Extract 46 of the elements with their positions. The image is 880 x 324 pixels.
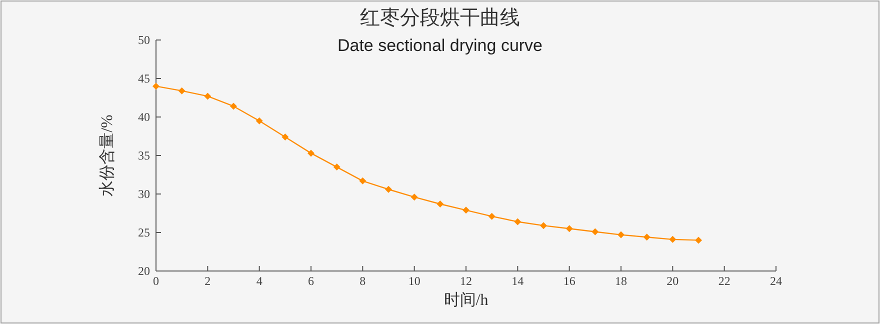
x-tick-label: 8 xyxy=(360,274,366,288)
point xyxy=(204,92,212,100)
point xyxy=(385,186,392,193)
point xyxy=(359,177,366,184)
point xyxy=(333,164,340,171)
x-tick-label: 24 xyxy=(770,274,782,288)
point xyxy=(152,82,160,90)
point xyxy=(540,222,547,230)
x-tick-label: 22 xyxy=(718,274,730,288)
x-tick-label: 12 xyxy=(460,274,472,288)
x-tick-label: 10 xyxy=(408,274,420,288)
x-tick-label: 18 xyxy=(615,274,627,288)
x-tick-label: 16 xyxy=(563,274,576,288)
y-tick-label: 50 xyxy=(138,33,150,47)
point xyxy=(669,236,676,243)
x-axis-title: 时间/h xyxy=(444,291,488,309)
y-tick-label: 25 xyxy=(138,226,150,240)
point xyxy=(410,194,418,201)
y-tick-label: 35 xyxy=(138,148,150,162)
point xyxy=(462,206,470,214)
point xyxy=(643,234,650,241)
x-tick-label: 6 xyxy=(308,274,314,288)
x-tick-label: 0 xyxy=(153,274,159,288)
point xyxy=(178,87,186,94)
y-tick-label: 20 xyxy=(138,264,150,278)
point xyxy=(514,218,522,226)
y-tick-label: 45 xyxy=(138,72,150,86)
x-tick-label: 20 xyxy=(666,274,679,288)
point xyxy=(230,102,237,110)
y-tick-label: 30 xyxy=(138,187,150,201)
point xyxy=(436,200,444,208)
x-tick-label: 4 xyxy=(256,274,262,288)
y-tick-label: 40 xyxy=(138,110,150,124)
point xyxy=(282,134,289,141)
chart-subtitle: Date sectional drying curve xyxy=(337,36,543,55)
y-axis-title: 水份含量/% xyxy=(98,114,116,196)
chart-title: 红枣分段烘干曲线 xyxy=(360,7,520,29)
x-tick-label: 14 xyxy=(512,274,524,288)
point xyxy=(695,236,702,244)
point xyxy=(256,117,263,124)
point xyxy=(488,212,496,220)
x-tick-label: 2 xyxy=(204,274,211,288)
point xyxy=(618,231,624,238)
point xyxy=(308,150,314,157)
point xyxy=(566,225,573,232)
point xyxy=(592,228,599,236)
